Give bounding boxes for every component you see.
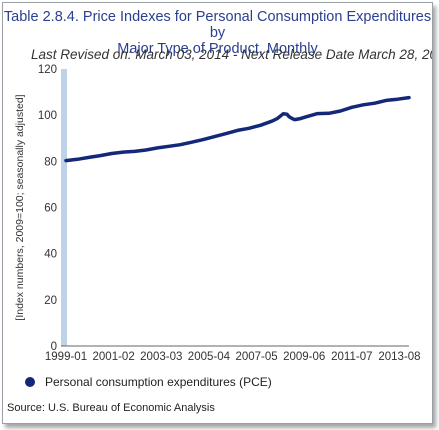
chart-title: Table 2.8.4. Price Indexes for Personal … [3,9,432,57]
y-tick-label: 100 [38,110,57,122]
y-tick-label: 40 [44,249,57,261]
chart-legend[interactable]: Personal consumption expenditures (PCE) [25,375,272,389]
line-chart: 0 20 40 60 80 100 120 1999-01 2001-02 2003-03 200… [14,64,421,363]
x-tick-label: 2001-02 [93,351,135,363]
chart-title-line-1: Table 2.8.4. Price Indexes for Personal … [3,9,432,41]
y-axis-ticks: 0 20 40 60 80 100 120 [38,64,57,353]
y-tick-label: 80 [44,156,57,168]
y-tick-label: 120 [38,64,57,76]
plot-background [61,69,409,346]
y-axis-band [61,69,67,346]
x-tick-label: 1999-01 [45,351,87,363]
x-axis-ticks: 1999-01 2001-02 2003-03 2005-04 2007-05 2009-… [45,351,421,363]
x-tick-label: 2007-05 [235,351,277,363]
chart-panel: Table 2.8.4. Price Indexes for Personal … [2,2,433,424]
y-tick-label: 0 [51,341,57,353]
legend-label: Personal consumption expenditures (PCE) [45,375,272,389]
x-tick-label: 2013-08 [378,351,420,363]
x-tick-label: 2005-04 [188,351,231,363]
x-tick-label: 2003-03 [140,351,182,363]
x-tick-label: 2011-07 [331,351,372,363]
legend-marker [25,377,35,387]
chart-subtitle: Last Revised on: March 03, 2014 - Next R… [31,47,433,62]
source-note: Source: U.S. Bureau of Economic Analysis [7,402,215,414]
series-line-pce[interactable] [64,95,411,163]
y-tick-label: 20 [44,295,57,307]
chart-title-line-2: Major Type of Product, Monthly [117,41,318,57]
y-tick-label: 60 [44,203,57,215]
y-axis-label: [Index numbers, 2009=100; seasonally adj… [14,94,26,320]
x-tick-label: 2009-06 [283,351,325,363]
